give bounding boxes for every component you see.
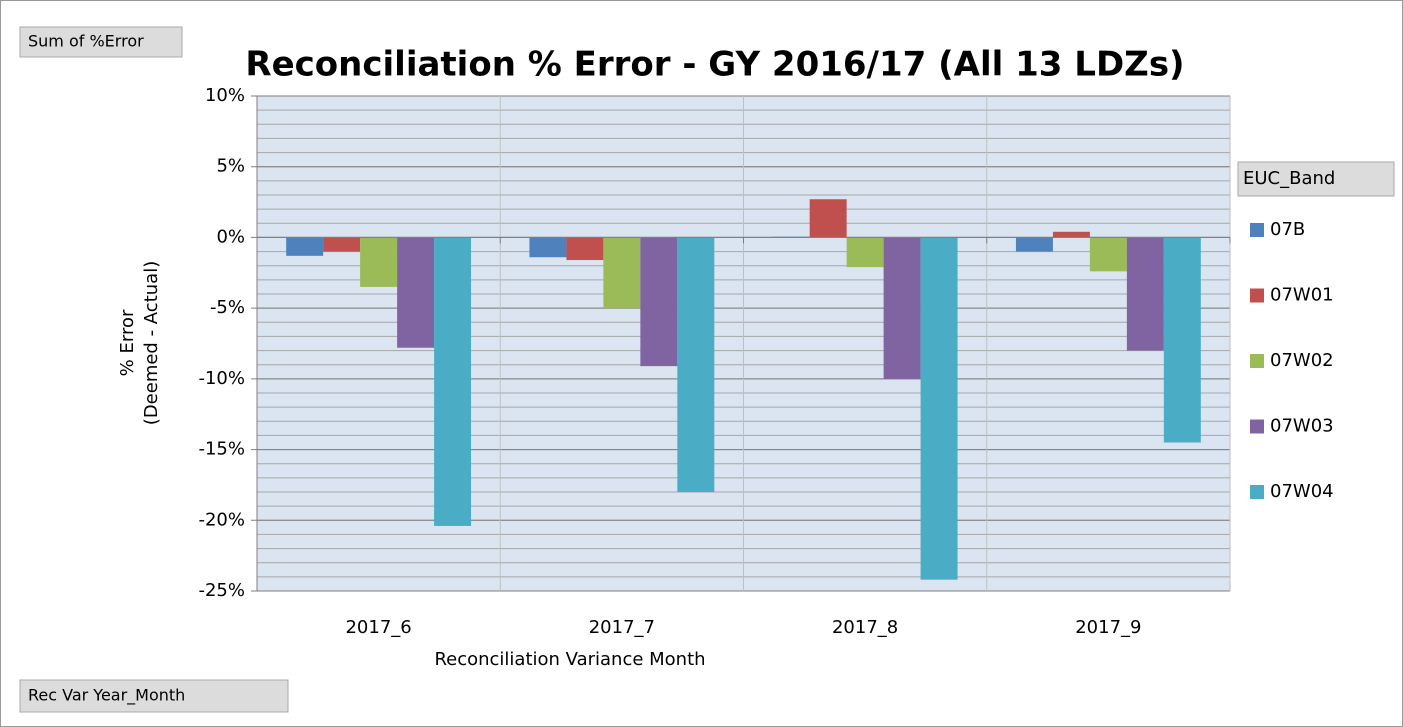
legend-label: 07B <box>1270 219 1305 240</box>
y-tick-label: -20% <box>198 509 245 530</box>
bar <box>566 237 604 261</box>
x-tick-label: 2017_8 <box>832 617 898 638</box>
bar <box>640 237 678 367</box>
y-axis-title: % Error <box>117 309 138 376</box>
axis-field-label: Rec Var Year_Month <box>28 686 185 706</box>
legend-label: 07W04 <box>1270 481 1334 502</box>
x-axis-title: Reconciliation Variance Month <box>434 649 705 670</box>
y-axis-title: (Deemed - Actual) <box>141 261 162 425</box>
bar <box>434 237 472 526</box>
y-tick-label: -15% <box>198 439 245 460</box>
bar <box>397 237 435 348</box>
chart-title: Reconciliation % Error - GY 2016/17 (All… <box>245 45 1184 85</box>
bar <box>1015 237 1053 252</box>
legend-label: 07W01 <box>1270 285 1334 306</box>
y-tick-label: 5% <box>216 156 245 177</box>
bar <box>846 237 884 268</box>
legend-swatch <box>1250 485 1264 499</box>
bar <box>883 237 921 379</box>
bar <box>1089 237 1127 272</box>
x-tick-label: 2017_6 <box>345 617 411 638</box>
legend-swatch <box>1250 354 1264 368</box>
legend-swatch <box>1250 288 1264 303</box>
bar <box>1163 237 1201 443</box>
bar <box>360 237 398 287</box>
y-tick-label: -10% <box>198 368 245 389</box>
axis-field-button[interactable] <box>19 679 289 713</box>
value-field-button[interactable] <box>19 26 183 58</box>
x-tick-label: 2017_7 <box>589 617 655 638</box>
bar <box>286 237 324 256</box>
bar <box>529 237 567 258</box>
legend-field-button[interactable] <box>1237 161 1395 197</box>
legend-title: EUC_Band <box>1243 168 1335 189</box>
legend-label: 07W03 <box>1270 416 1334 437</box>
legend-label: 07W02 <box>1270 350 1334 371</box>
bar <box>603 237 641 309</box>
legend-swatch <box>1250 223 1264 237</box>
legend-swatch <box>1250 419 1264 434</box>
y-tick-label: -5% <box>210 297 245 318</box>
bar <box>1052 231 1090 238</box>
bar <box>1126 237 1164 351</box>
bar <box>323 237 361 252</box>
x-tick-label: 2017_9 <box>1075 617 1141 638</box>
y-tick-label: -25% <box>198 580 245 601</box>
bar <box>920 237 958 580</box>
y-tick-label: 0% <box>216 226 245 247</box>
value-field-label: Sum of %Error <box>28 32 144 51</box>
bar <box>677 237 715 492</box>
bar <box>809 199 847 238</box>
y-tick-label: 10% <box>205 85 245 106</box>
